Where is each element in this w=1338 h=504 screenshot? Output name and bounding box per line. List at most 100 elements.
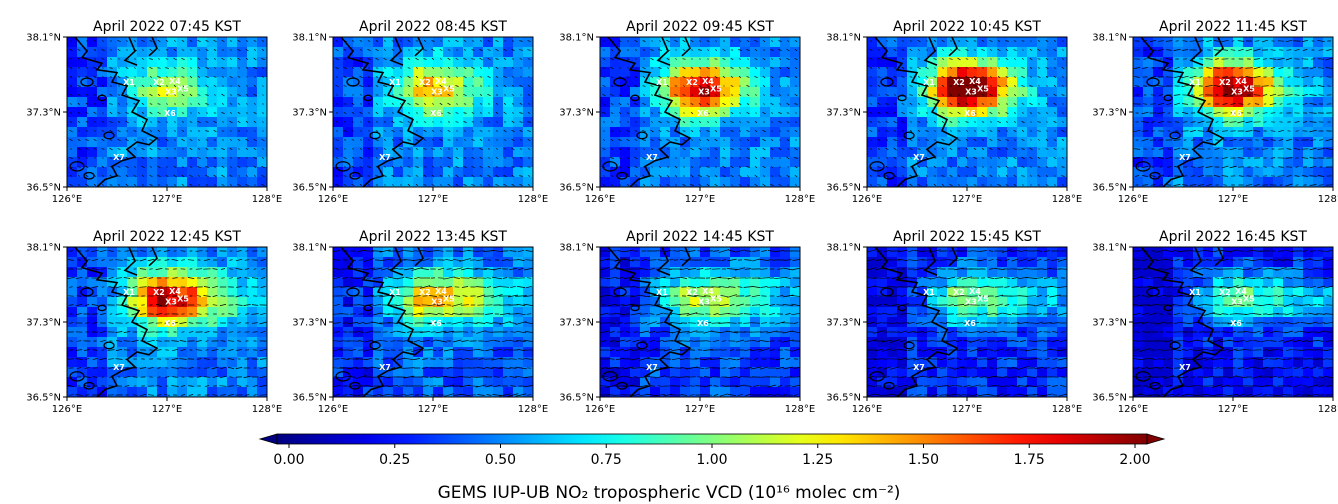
x-tick-label: 128°E [1318,404,1338,415]
site-marker: X1 [656,78,668,87]
site-marker: X2 [1219,288,1231,297]
y-tick-label: 38.1°N [826,243,861,254]
panel-title: April 2022 08:45 KST [359,19,507,35]
site-marker: X5 [977,295,989,304]
x-tick-label: 126°E [52,404,82,415]
site-marker: X5 [977,85,989,94]
panel-title: April 2022 13:45 KST [359,229,507,245]
site-marker: X5 [710,295,722,304]
site-marker: X4 [169,287,181,296]
colorbar: 0.00 0.25 0.50 0.75 1.00 1.25 1.50 1.75 2.00 GEMS… [258,433,1166,503]
y-tick-label: 38.1°N [292,33,327,44]
site-marker: X3 [1231,87,1243,96]
x-tick-label: 128°E [1318,194,1338,205]
y-tick-label: 38.1°N [826,33,861,44]
site-marker: X1 [923,78,935,87]
y-tick-label: 37.3°N [826,108,861,119]
site-marker: X6 [964,319,976,328]
y-tick-label: 38.1°N [1092,33,1127,44]
colorbar-extend-low [258,433,278,445]
site-marker: X6 [430,319,442,328]
panel-title: April 2022 10:45 KST [893,19,1041,35]
site-marker: X1 [123,288,135,297]
no2-field [600,37,800,187]
site-marker: X7 [1179,363,1191,372]
x-tick-label: 126°E [1118,404,1148,415]
colorbar-tick-label: 1.25 [802,452,833,468]
site-marker: X4 [435,287,447,296]
y-tick-label: 36.5°N [1092,183,1127,194]
y-tick-label: 38.1°N [26,243,61,254]
panel-title: April 2022 11:45 KST [1159,19,1307,35]
y-tick-label: 37.3°N [26,318,61,329]
y-tick-label: 37.3°N [559,108,594,119]
site-marker: X3 [698,87,710,96]
y-tick-label: 38.1°N [559,243,594,254]
wind-vectors [867,249,1067,397]
y-tick-label: 36.5°N [1092,393,1127,404]
coastline [1135,37,1225,187]
site-marker: X2 [953,288,965,297]
x-tick-label: 127°E [1218,194,1248,205]
colorbar-label: GEMS IUP-UB NO₂ tropospheric VCD (10¹⁶ m… [438,483,901,503]
site-marker: X3 [965,87,977,96]
colorbar-tick-label: 1.00 [696,452,727,468]
site-marker: X7 [913,153,925,162]
y-tick-label: 36.5°N [26,183,61,194]
site-marker: X6 [1230,109,1242,118]
y-tick-label: 38.1°N [26,33,61,44]
x-tick-label: 126°E [318,404,348,415]
coastline [69,247,159,397]
site-marker: X1 [389,288,401,297]
site-marker: X6 [164,319,176,328]
site-marker: X3 [1231,297,1243,306]
x-tick-label: 127°E [152,194,182,205]
x-tick-label: 128°E [252,194,282,205]
site-marker: X1 [923,288,935,297]
site-marker: X4 [702,77,714,86]
site-marker: X1 [656,288,668,297]
site-marker: X6 [1230,319,1242,328]
x-tick-label: 128°E [1052,194,1082,205]
site-marker: X4 [1235,77,1247,86]
y-tick-label: 37.3°N [26,108,61,119]
site-marker: X3 [431,297,443,306]
no2-field [333,37,533,187]
x-tick-label: 128°E [518,194,548,205]
x-tick-label: 127°E [152,404,182,415]
x-tick-label: 126°E [852,194,882,205]
site-marker: X5 [1243,295,1255,304]
site-marker: X3 [431,87,443,96]
site-marker: X2 [419,78,431,87]
y-tick-label: 36.5°N [26,393,61,404]
y-tick-label: 36.5°N [292,393,327,404]
colorbar-tick-label: 2.00 [1119,452,1150,468]
wind-vectors [333,249,533,397]
site-marker: X4 [169,77,181,86]
site-marker: X5 [443,85,455,94]
x-tick-label: 126°E [585,194,615,205]
site-marker: X5 [710,85,722,94]
panel-title: April 2022 15:45 KST [893,229,1041,245]
x-tick-label: 127°E [685,194,715,205]
colorbar-extend-high [1146,433,1166,445]
colorbar-tick-label: 0.50 [485,452,516,468]
y-tick-label: 36.5°N [559,183,594,194]
y-tick-label: 38.1°N [292,243,327,254]
wind-vectors [69,39,265,187]
site-marker: X7 [113,153,125,162]
y-tick-label: 36.5°N [826,393,861,404]
colorbar-tick-label: 0.00 [273,452,304,468]
coastline [869,247,959,397]
site-marker: X2 [953,78,965,87]
x-tick-label: 127°E [952,194,982,205]
y-tick-label: 38.1°N [1092,243,1127,254]
panel-title: April 2022 07:45 KST [93,19,241,35]
